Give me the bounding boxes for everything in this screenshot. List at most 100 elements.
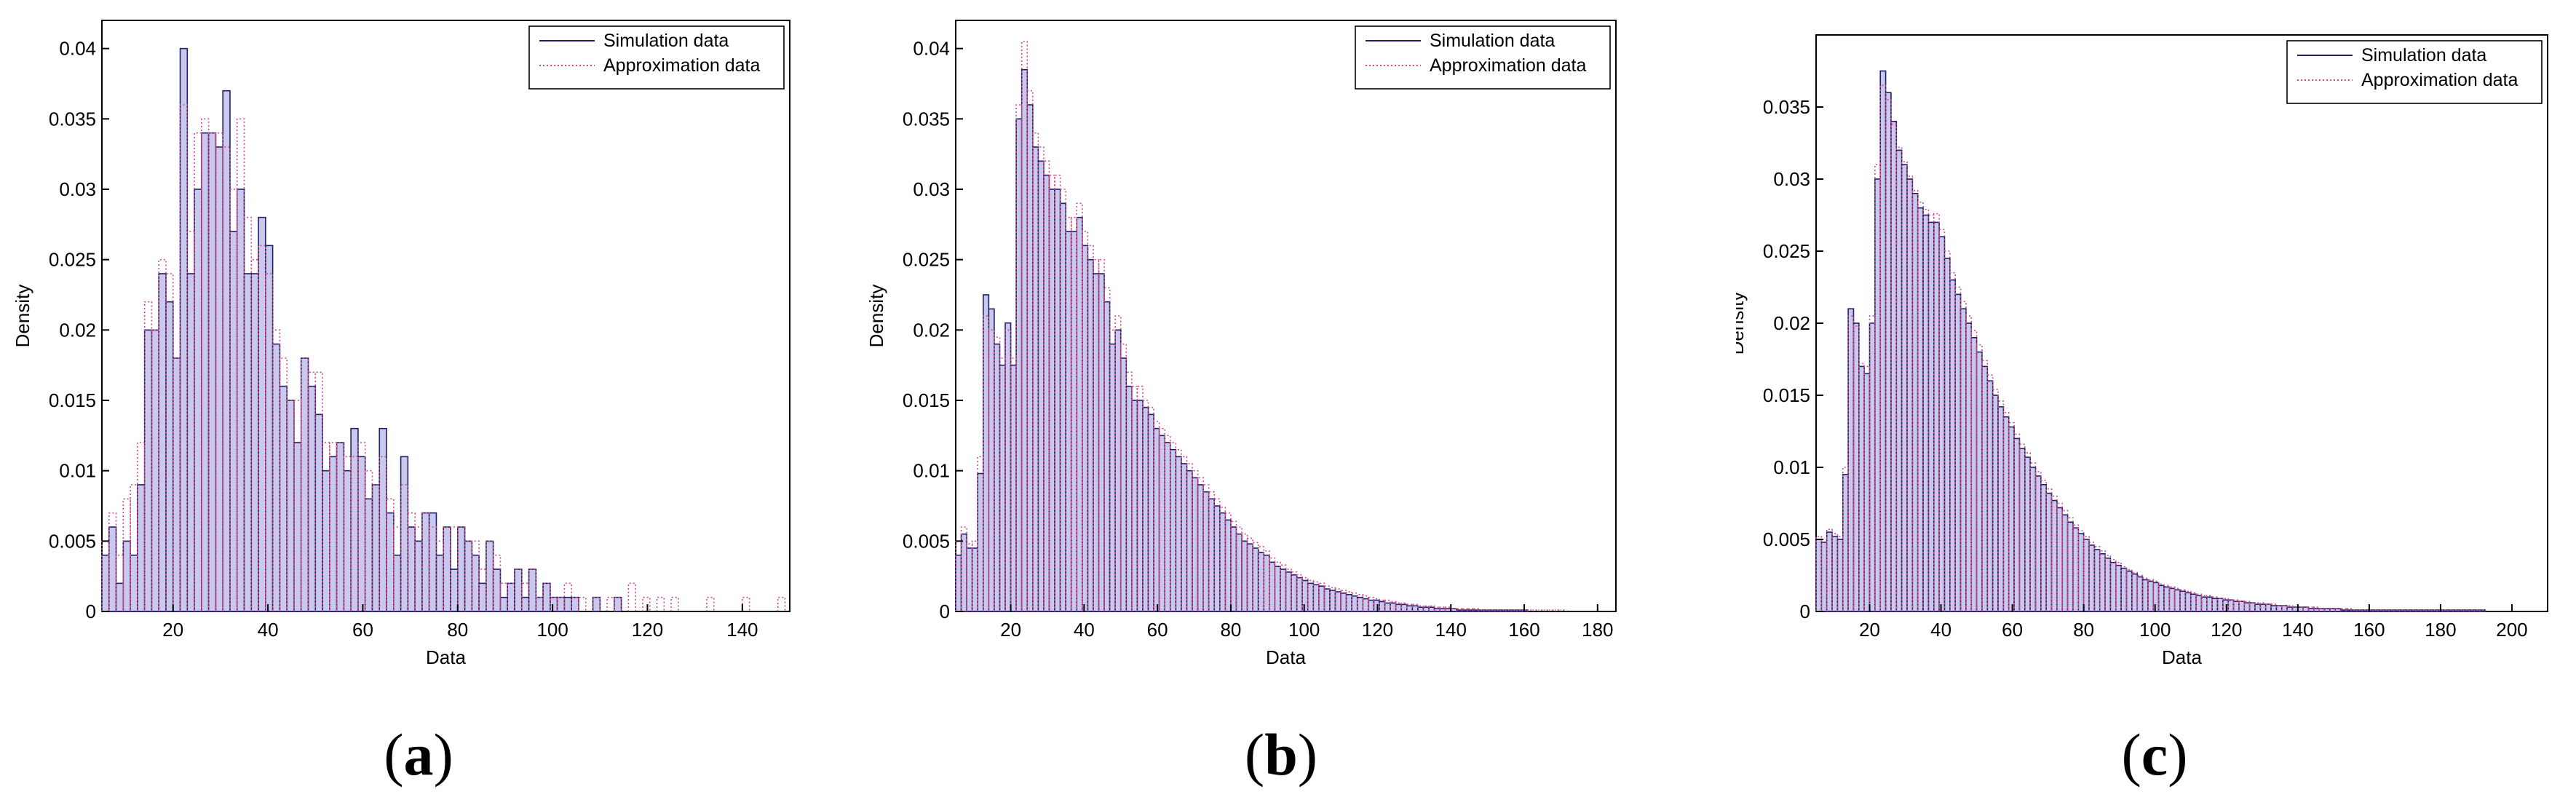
simulation-bar [1037,160,1045,612]
x-tick-label: 120 [2211,619,2242,641]
approximation-bar [464,540,473,611]
approximation-bar [201,118,210,611]
simulation-bar [1280,569,1287,612]
approximation-bar [1351,593,1358,611]
simulation-bar [1874,178,1882,612]
simulation-bar [2339,609,2347,612]
x-tick-label: 60 [2002,619,2023,641]
y-tick-label: 0.03 [1773,168,1810,190]
approximation-bar [1026,90,1034,611]
approximation-bar [443,526,451,611]
simulation-bar [435,554,445,612]
simulation-bar [1103,301,1111,612]
approximation-bar [1285,569,1292,611]
approximation-bar [1230,520,1237,611]
approximation-bar [1340,590,1347,611]
simulation-bar [966,547,973,612]
simulation-bar [2018,448,2026,612]
simulation-bar [2184,592,2192,612]
simulation-bar [143,329,153,612]
simulation-bar [2297,606,2304,612]
simulation-bar [1815,539,1823,612]
approximation-bar [1379,599,1386,611]
approximation-bar [414,526,423,611]
approximation-bar [2120,566,2128,611]
simulation-bar [1868,322,1876,612]
y-tick-label: 0.02 [59,319,96,341]
simulation-bar [514,569,523,612]
approximation-bar [2013,433,2021,611]
simulation-bar [322,470,330,612]
approximation-bar [2302,606,2310,611]
simulation-bar [2120,567,2128,612]
approximation-bar [1136,385,1144,611]
legend-entry: Simulation data [603,31,729,51]
simulation-bar [1093,273,1100,612]
approximation-bar [1004,329,1012,611]
simulation-bar [2147,580,2155,612]
simulation-bar [1114,329,1122,612]
approximation-bar [1257,546,1265,611]
approximation-bar [1400,602,1408,611]
y-tick-label: 0.025 [903,249,950,271]
approximation-bar [393,526,402,611]
simulation-bar [1235,533,1243,612]
simulation-bar [2259,603,2267,612]
simulation-bar [229,231,238,612]
simulation-bar [1986,380,1994,612]
approximation-bar [1417,605,1424,611]
simulation-bar [1291,574,1298,612]
simulation-bar [1938,236,1946,612]
simulation-bar [1153,427,1160,612]
approximation-bar [207,132,217,611]
simulation-bar [1395,603,1403,612]
approximation-bar [1334,588,1341,611]
approximation-bar [2345,608,2353,611]
simulation-bar [179,47,189,612]
legend: Simulation data Approximation data [528,25,785,90]
simulation-bar [2045,492,2053,612]
x-tick-label: 140 [1435,619,1467,641]
approximation-bar [1901,161,1908,611]
approximation-bar [1858,363,1865,611]
simulation-bar [194,189,202,612]
simulation-bar [115,582,124,612]
simulation-bar [357,456,366,612]
simulation-bar [236,189,245,612]
approximation-bar [386,498,395,611]
simulation-bar [977,472,984,612]
simulation-bar [1933,221,1940,612]
simulation-bar [1269,561,1276,612]
approximation-bar [2286,605,2294,611]
simulation-bar [1858,365,1865,612]
simulation-bar [421,512,430,612]
approximation-bar [2232,599,2240,611]
approximation-bar [428,526,437,611]
simulation-bar [1949,279,1956,612]
simulation-bar [1082,245,1089,612]
approximation-bar [471,540,480,611]
x-tick-label: 20 [1859,619,1880,641]
approximation-bar [1433,606,1440,611]
simulation-bar [151,329,160,612]
approximation-bar [1147,406,1154,611]
x-tick-label: 160 [2353,619,2385,641]
approximation-bar [2184,590,2192,611]
simulation-bar [1301,579,1309,612]
approximation-bar [2238,601,2246,611]
approximation-bar [450,526,459,611]
simulation-bar [2275,605,2283,612]
approximation-bar [1142,400,1149,611]
approximation-bar [293,400,302,611]
approximation-bar [322,442,330,611]
approximation-bars [1815,84,2486,611]
approximation-bar [1059,189,1066,611]
approximation-bar [250,258,259,611]
simulation-bar [2270,605,2278,612]
simulation-bar [1257,551,1265,612]
x-tick-label: 120 [632,619,663,641]
approximation-bar [2131,571,2139,611]
simulation-bar [1885,92,1892,612]
simulation-bar [520,596,530,612]
simulation-bar [999,364,1006,612]
